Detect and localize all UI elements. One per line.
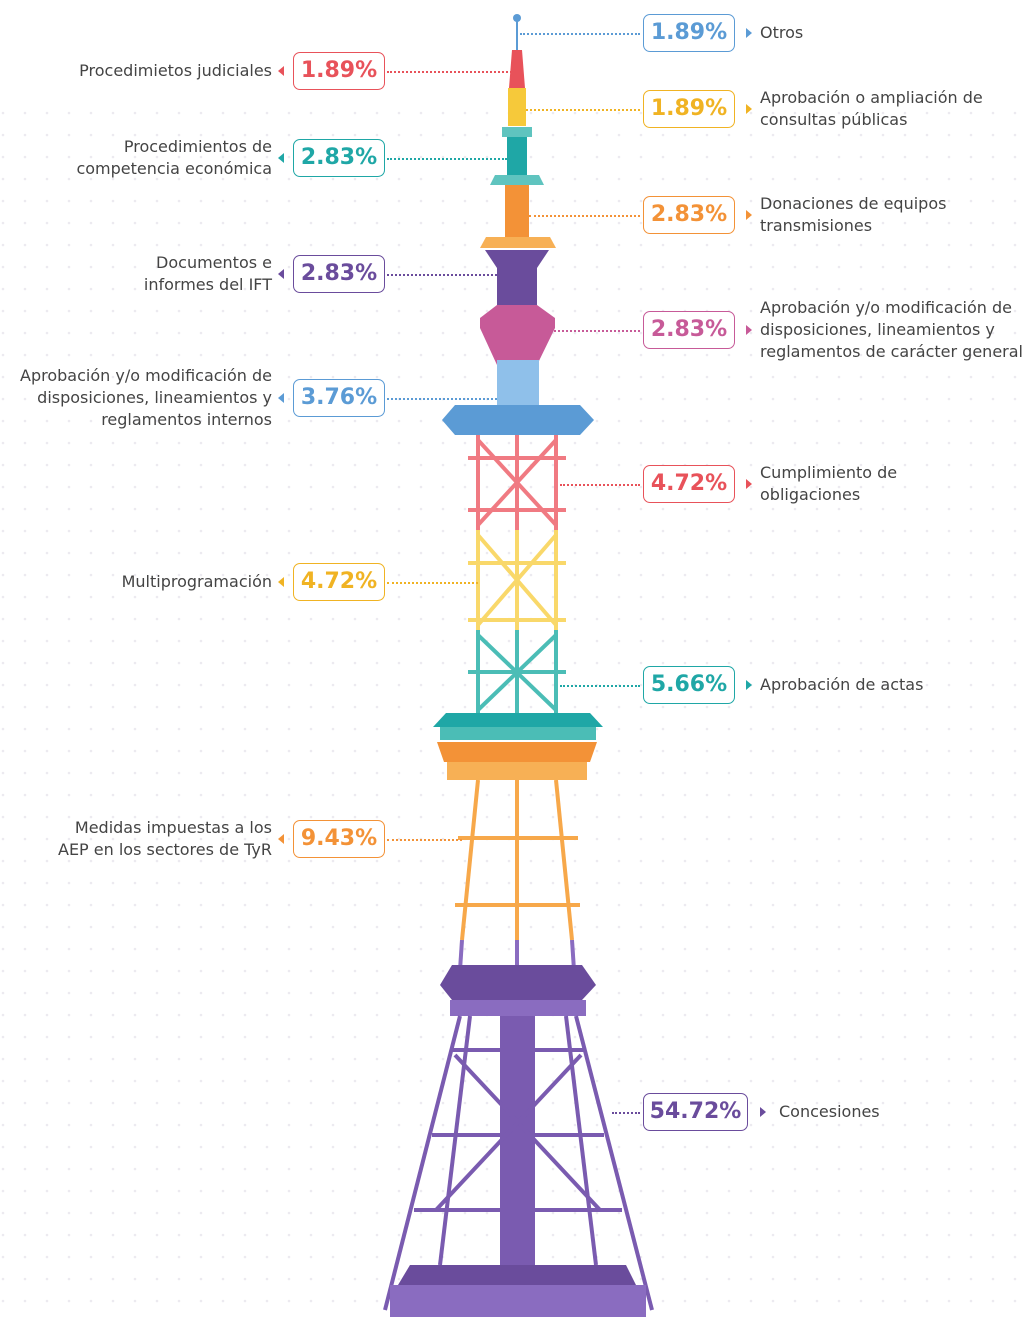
leader-line (526, 109, 640, 111)
arrow (278, 153, 284, 163)
value-box: 3.76% (293, 379, 385, 417)
leader-line (537, 330, 640, 332)
arrow (760, 1107, 766, 1117)
leader-line (560, 685, 640, 687)
arrow (746, 325, 752, 335)
label: Donaciones de equipos transmisiones (760, 194, 947, 235)
leader-line (387, 582, 478, 584)
leader-line (387, 158, 507, 160)
label: Otros (760, 23, 804, 42)
arrow (278, 834, 284, 844)
value-box: 1.89% (643, 14, 735, 52)
value-box: 54.72% (643, 1093, 748, 1131)
arrow (746, 104, 752, 114)
label: Procedimietos judiciales (79, 61, 272, 80)
leader-line (612, 1112, 640, 1114)
value-box: 4.72% (643, 465, 735, 503)
label: Procedimientos de competencia económica (76, 137, 272, 178)
label: Aprobación y/o modificación de disposici… (760, 298, 1023, 361)
value-box: 2.83% (293, 255, 385, 293)
arrow (746, 210, 752, 220)
value-box: 4.72% (293, 563, 385, 601)
label: Cumplimiento de obligaciones (760, 463, 898, 504)
label: Aprobación y/o modificación de disposici… (20, 366, 272, 429)
arrow (278, 269, 284, 279)
leader-line (387, 274, 497, 276)
value-box: 1.89% (293, 52, 385, 90)
value-box: 1.89% (643, 90, 735, 128)
leader-line (560, 484, 640, 486)
leader-line (387, 398, 497, 400)
value-box: 2.83% (643, 311, 735, 349)
arrow (278, 66, 284, 76)
leader-line (529, 215, 640, 217)
arrow (746, 680, 752, 690)
label: Concesiones (779, 1102, 880, 1121)
label: Multiprogramación (121, 572, 272, 591)
value-box: 2.83% (293, 139, 385, 177)
value-box: 5.66% (643, 666, 735, 704)
label: Aprobación de actas (760, 675, 924, 694)
leader-line (520, 33, 640, 35)
arrow (746, 479, 752, 489)
leader-line (387, 839, 462, 841)
value-box: 2.83% (643, 196, 735, 234)
label: Aprobación o ampliación de consultas púb… (760, 88, 983, 129)
arrow (746, 28, 752, 38)
leader-line (387, 71, 512, 73)
arrow (278, 577, 284, 587)
label: Documentos e informes del IFT (143, 253, 272, 294)
label: Medidas impuestas a los AEP en los secto… (58, 818, 272, 859)
value-box: 9.43% (293, 820, 385, 858)
arrow (278, 393, 284, 403)
